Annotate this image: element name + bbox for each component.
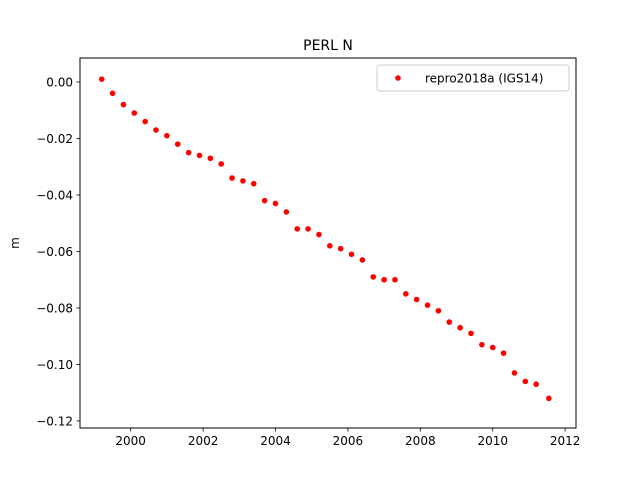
y-tick-label: −0.02 xyxy=(36,132,73,146)
data-point xyxy=(229,175,235,181)
data-point xyxy=(283,209,290,215)
data-point xyxy=(131,110,138,116)
data-point xyxy=(348,251,355,258)
data-point xyxy=(316,231,322,238)
data-points xyxy=(98,76,552,402)
data-point xyxy=(305,226,311,232)
legend-label: repro2018a (IGS14) xyxy=(425,72,543,86)
data-point xyxy=(413,296,420,303)
x-tick-label: 2010 xyxy=(477,434,508,448)
data-point xyxy=(424,302,431,308)
data-point xyxy=(120,101,127,108)
data-point xyxy=(522,378,529,385)
data-point xyxy=(435,307,442,314)
data-point xyxy=(500,350,507,356)
data-point xyxy=(109,90,116,97)
y-tick-label: −0.12 xyxy=(36,414,73,428)
data-point xyxy=(359,257,366,263)
data-point xyxy=(196,152,203,159)
data-point xyxy=(218,161,224,167)
data-point xyxy=(98,76,105,82)
data-point xyxy=(185,149,192,156)
data-point xyxy=(370,274,377,280)
x-axis-ticks: 2000 2002 2004 2006 2008 2010 2012 xyxy=(115,428,580,448)
y-tick-label: −0.06 xyxy=(36,245,73,259)
data-point xyxy=(250,180,257,187)
data-point xyxy=(533,381,539,388)
data-point xyxy=(240,178,246,184)
legend-marker xyxy=(395,75,401,81)
data-point xyxy=(153,127,159,133)
data-point xyxy=(381,276,387,283)
data-point xyxy=(446,319,453,325)
data-point xyxy=(546,395,552,402)
x-tick-label: 2004 xyxy=(260,434,291,448)
x-tick-label: 2012 xyxy=(550,434,581,448)
data-point xyxy=(403,291,409,297)
data-point xyxy=(142,118,148,125)
legend: repro2018a (IGS14) xyxy=(376,64,570,92)
data-point xyxy=(261,197,268,204)
data-point xyxy=(207,155,214,162)
data-point xyxy=(468,330,474,337)
y-tick-label: −0.10 xyxy=(36,358,73,372)
x-tick-label: 2002 xyxy=(188,434,219,448)
x-tick-label: 2000 xyxy=(115,434,146,448)
data-point xyxy=(511,370,518,376)
plot-frame xyxy=(79,57,577,429)
y-tick-label: 0.00 xyxy=(46,76,73,90)
data-point xyxy=(174,141,181,147)
y-axis-label: m xyxy=(8,237,22,249)
data-point xyxy=(294,226,301,232)
data-point xyxy=(457,324,463,331)
y-tick-label: −0.04 xyxy=(36,188,73,202)
data-point xyxy=(327,243,333,249)
data-point xyxy=(337,245,344,252)
data-point xyxy=(489,344,496,351)
data-point xyxy=(479,341,485,348)
x-tick-label: 2008 xyxy=(405,434,436,448)
data-point xyxy=(164,132,170,139)
y-axis-ticks: 0.00 −0.02 −0.04 −0.06 −0.08 −0.10 −0.12 xyxy=(36,76,80,428)
chart-title: PERL N xyxy=(303,38,353,54)
legend-box xyxy=(376,64,570,92)
y-tick-label: −0.08 xyxy=(36,301,73,315)
data-point xyxy=(392,276,398,283)
x-tick-label: 2006 xyxy=(333,434,364,448)
data-point xyxy=(272,200,279,207)
